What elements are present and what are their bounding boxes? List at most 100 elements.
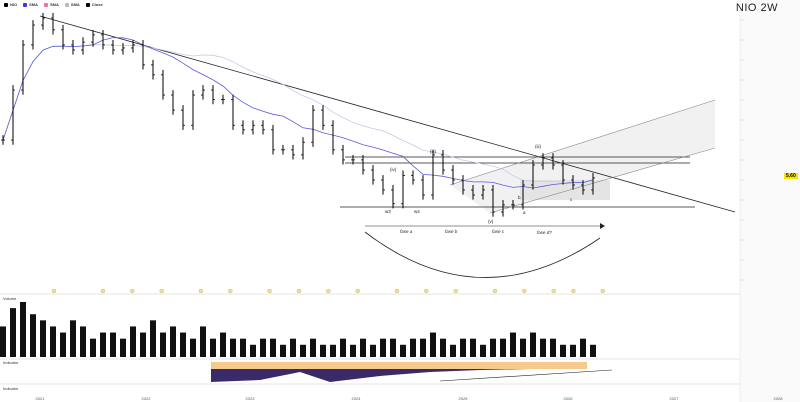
wave-label: (iii) <box>535 144 541 149</box>
legend-item[interactable]: NIO <box>4 2 17 7</box>
volume-bar <box>10 308 16 357</box>
volume-bar <box>580 338 586 357</box>
x-tick-label: 2021 <box>36 396 46 401</box>
volume-bar <box>180 332 186 357</box>
volume-bar <box>460 338 466 357</box>
volume-bar <box>70 320 76 357</box>
wave-label: a <box>523 210 526 215</box>
legend-item[interactable]: SMA <box>44 2 59 7</box>
event-marker-icon <box>51 288 57 294</box>
event-marker-icon <box>571 288 576 294</box>
volume-bar <box>210 338 216 357</box>
event-marker-icon <box>453 288 458 294</box>
event-marker-icon <box>522 288 527 294</box>
x-tick-label: 2026 <box>564 396 574 401</box>
event-marker-icon <box>551 288 556 294</box>
volume-bar <box>340 338 346 357</box>
volume-bar <box>50 326 56 357</box>
event-marker-icon <box>198 288 204 294</box>
volume-pane-label: Volume <box>3 296 17 301</box>
volume-bar <box>440 338 446 357</box>
volume-bar <box>0 326 6 357</box>
volume-bar <box>330 344 336 357</box>
volume-bar <box>570 344 576 357</box>
phase-arrow-head <box>600 223 605 229</box>
volume-bar <box>400 344 406 357</box>
volume-bar <box>450 344 456 357</box>
event-marker-icon <box>394 288 400 294</box>
volume-bar <box>120 338 126 357</box>
volume-bar <box>280 344 286 357</box>
volume-bar <box>80 326 86 357</box>
volume-bar <box>170 326 176 357</box>
x-tick-label: 2025 <box>459 396 469 401</box>
volume-bar <box>190 338 196 357</box>
volume-bar <box>480 344 486 357</box>
wave-label: w4 <box>414 209 420 214</box>
volume-bar <box>40 320 46 357</box>
moving-average-slow <box>2 44 594 183</box>
wave-label: w3 <box>385 209 391 214</box>
wave-label: (iii) <box>430 149 436 154</box>
volume-bar <box>300 344 306 357</box>
legend-item[interactable]: SMA <box>64 2 80 7</box>
channel-lower <box>489 147 716 214</box>
volume-bar <box>140 332 146 357</box>
x-tick-label: 2024 <box>352 396 362 401</box>
event-marker-icon <box>130 288 135 294</box>
moving-average <box>2 37 594 189</box>
legend-item[interactable]: Close <box>85 2 103 7</box>
event-marker-icon <box>492 288 498 294</box>
event-marker-icon <box>326 288 331 294</box>
volume-bar <box>390 338 396 357</box>
x-tick-label: 2027 <box>670 396 680 401</box>
channel-shade <box>450 100 715 213</box>
wave-label: (iv) <box>390 167 397 172</box>
indicator-dark-area <box>211 369 587 382</box>
volume-bar <box>560 344 566 357</box>
volume-bar <box>590 344 596 357</box>
x-tick-label: 2023 <box>246 396 256 401</box>
volume-bar <box>240 338 246 357</box>
event-marker-icon <box>100 288 106 294</box>
volume-bar <box>350 344 356 357</box>
event-marker-icon <box>424 288 429 294</box>
volume-bar <box>420 338 426 357</box>
volume-bar <box>490 338 496 357</box>
volume-bar <box>230 338 236 357</box>
volume-bar <box>260 338 266 357</box>
legend-item[interactable]: SMA <box>23 2 38 7</box>
phase-label-d: fase d? <box>537 230 552 235</box>
indicator2-pane-label: Indicator <box>3 386 19 391</box>
event-marker-icon <box>296 288 302 294</box>
phase-label-a: fase a <box>400 229 413 234</box>
event-marker-icon <box>228 288 233 294</box>
volume-bar <box>470 338 476 357</box>
volume-bar <box>270 338 276 357</box>
volume-bar <box>150 320 156 357</box>
volume-bar <box>250 344 256 357</box>
volume-bar <box>360 338 366 357</box>
event-marker-icon <box>600 288 605 294</box>
volume-bar <box>100 332 106 357</box>
volume-bar <box>510 332 516 357</box>
volume-bar <box>220 332 226 357</box>
indicator-pane-label: Indicator <box>3 360 19 365</box>
volume-bar <box>530 332 536 357</box>
volume-bar <box>320 344 326 357</box>
event-marker-icon <box>355 288 360 294</box>
wave-label: b <box>518 195 521 200</box>
volume-bar <box>30 314 36 357</box>
indicator-fill <box>211 362 587 369</box>
event-marker-icon <box>267 288 272 294</box>
volume-bar <box>90 338 96 357</box>
volume-bar <box>380 338 386 357</box>
volume-bar <box>310 338 316 357</box>
volume-bar <box>410 338 416 357</box>
phase-label-c: fase c <box>492 229 505 234</box>
indicator-trend <box>439 369 613 382</box>
volume-bar <box>550 338 556 357</box>
wave-label: c <box>570 197 573 202</box>
volume-bar <box>540 338 546 357</box>
